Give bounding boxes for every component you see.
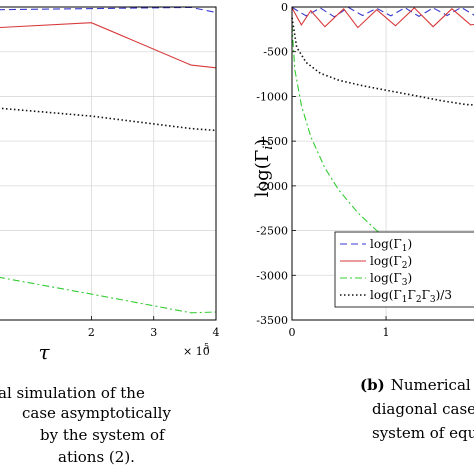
- legend-gamma1-prefix: log(Γ: [370, 237, 402, 251]
- legend-product-mid1: Γ: [408, 288, 416, 302]
- panel-a-caption-line-1: al simulation of the: [0, 384, 145, 402]
- panel-a-x-exponent-power: 5: [204, 342, 209, 351]
- panel-a-x-ticks: 2 3 4: [88, 316, 220, 339]
- panel-a-grid: [0, 7, 217, 320]
- panel-a: 2 3 4 × 10 5 τ al simulation of the case a…: [0, 6, 220, 466]
- series-line-red-solid: [291, 7, 474, 29]
- panel-a-caption: al simulation of the case asymptotically…: [0, 384, 171, 466]
- panel-b-caption-line-2: diagonal case: [372, 400, 474, 418]
- legend-entry-product: log(Γ1Γ2Γ3)/3: [340, 288, 452, 305]
- y-tick-label: 0: [281, 1, 288, 14]
- y-tick-label: -500: [263, 46, 288, 59]
- panel-a-caption-line-2: case asymptotically: [22, 404, 171, 422]
- legend-entry-gamma2: log(Γ2): [340, 254, 412, 271]
- series-line-red-solid: [0, 22, 217, 69]
- panel-b-caption: (b) Numerical diagonal case system of equ: [360, 376, 474, 442]
- legend-product-sub2: 2: [416, 295, 422, 305]
- series-line-green-dashdot: [0, 276, 217, 314]
- x-tick-label: 4: [213, 326, 220, 339]
- panel-a-caption-line-4: ations (2).: [58, 448, 135, 466]
- panel-a-x-exponent: × 10 5: [183, 342, 210, 358]
- series-line-black-dotted: [0, 107, 217, 132]
- legend-box: [334, 231, 474, 308]
- legend-gamma2-suffix: ): [408, 254, 413, 268]
- legend-product-sub1: 1: [402, 295, 408, 305]
- y-tick-label: -2000: [256, 180, 288, 193]
- panel-b-caption-line-3: system of equ: [372, 424, 474, 442]
- panel-b-series: [291, 6, 474, 265]
- legend-gamma1-suffix: ): [408, 237, 413, 251]
- legend-label-gamma3: log(Γ3): [370, 271, 412, 288]
- legend-gamma2-sub: 2: [402, 261, 408, 271]
- legend-product-sub3: 3: [430, 295, 436, 305]
- y-tick-label: -1500: [256, 135, 288, 148]
- y-tick-label: -3500: [256, 314, 288, 327]
- x-tick-label: 1: [383, 326, 390, 339]
- x-tick-label: 0: [289, 326, 296, 339]
- legend-gamma3-suffix: ): [408, 271, 413, 285]
- y-tick-label: -1000: [256, 90, 288, 103]
- legend-product-suffix: )/3: [436, 288, 452, 302]
- legend-entry-gamma1: log(Γ1): [340, 237, 412, 254]
- legend-gamma3-sub: 3: [402, 278, 408, 288]
- panel-a-series: [0, 6, 217, 314]
- panel-a-caption-line-3: by the system of: [40, 426, 166, 444]
- x-tick-label: 2: [88, 326, 95, 339]
- y-tick-label: -3000: [256, 269, 288, 282]
- legend-rows: log(Γ1) log(Γ2) log(Γ3) log(Γ1Γ2Γ3)/3: [340, 237, 452, 305]
- panel-b-frame: [291, 6, 474, 321]
- series-line-blue-dashed: [291, 6, 474, 18]
- legend-product-mid2: Γ: [422, 288, 430, 302]
- legend-label-gamma1: log(Γ1): [370, 237, 412, 254]
- legend-entry-gamma3: log(Γ3): [340, 271, 412, 288]
- y-tick-label: -2500: [256, 225, 288, 238]
- legend-gamma1-sub: 1: [402, 244, 408, 254]
- legend-product-prefix: log(Γ: [370, 288, 402, 302]
- panel-b-y-axis-label-prefix: log(Γ: [252, 150, 273, 198]
- series-line-blue-dashed: [0, 6, 217, 13]
- panel-a-x-exponent-base: × 10: [183, 345, 210, 358]
- panel-b-caption-label: (b): [360, 376, 385, 394]
- legend-label-product: log(Γ1Γ2Γ3)/3: [370, 288, 452, 305]
- legend-gamma2-prefix: log(Γ: [370, 254, 402, 268]
- panel-b-y-axis-label-suffix: ): [252, 139, 273, 146]
- series-line-green-dashdot: [291, 24, 424, 265]
- panel-b-caption-text-1: Numerical: [391, 376, 471, 394]
- series-line-black-dotted: [291, 17, 474, 106]
- panel-b-caption-line-1: (b) Numerical: [360, 376, 471, 394]
- panel-b-y-axis-label: log(Γi): [252, 139, 276, 198]
- panel-b-y-axis-label-subscript: i: [261, 146, 276, 150]
- x-tick-label: 3: [150, 326, 157, 339]
- legend-label-gamma2: log(Γ2): [370, 254, 412, 271]
- panel-a-frame: [0, 6, 217, 321]
- panel-b-legend: log(Γ1) log(Γ2) log(Γ3) log(Γ1Γ2Γ3)/3: [334, 231, 474, 308]
- legend-gamma3-prefix: log(Γ: [370, 271, 402, 285]
- panel-b-y-ticks: 0 -500 -1000 -1500 -2000 -2500 -3000 -3500: [256, 1, 296, 327]
- panel-a-x-axis-label: τ: [38, 340, 50, 364]
